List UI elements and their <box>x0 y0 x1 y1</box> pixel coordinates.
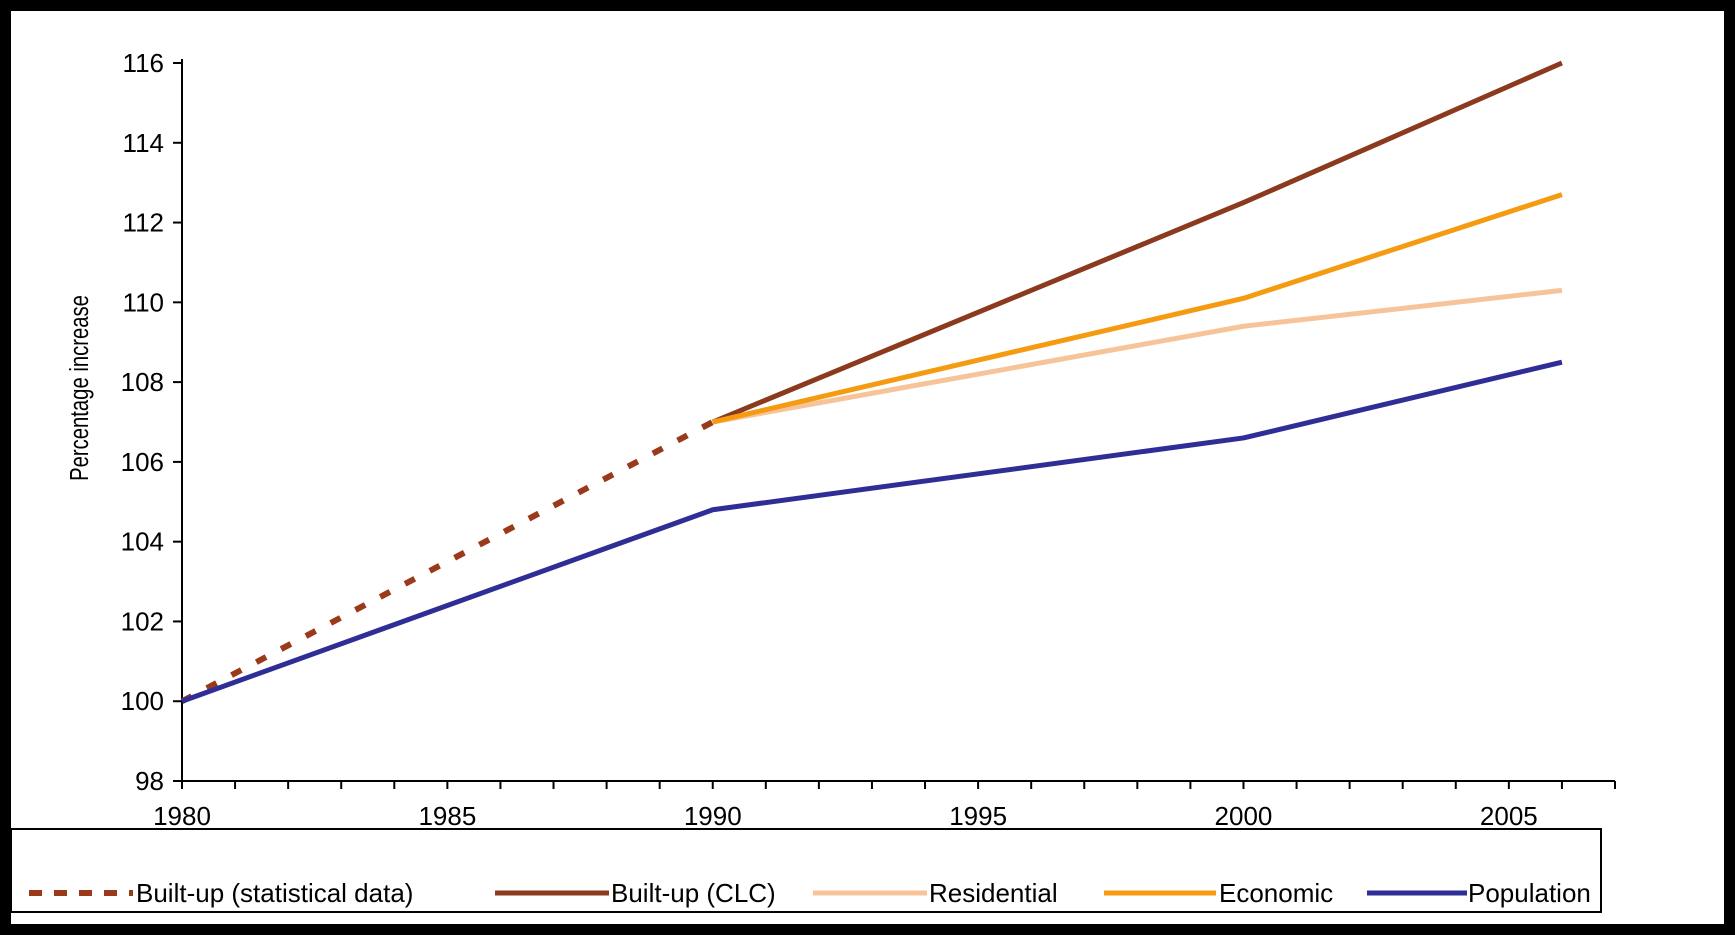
x-tick-label: 1985 <box>418 801 476 831</box>
legend-label: Built-up (statistical data) <box>136 878 413 908</box>
x-tick-label: 1995 <box>949 801 1007 831</box>
y-tick-label: 114 <box>123 128 164 158</box>
y-axis-title: Percentage increase <box>65 295 94 481</box>
y-tick-label: 104 <box>121 527 164 557</box>
y-tick-label: 98 <box>135 766 164 796</box>
chart-frame: 98 100 102 104 106 108 110 112 114 116 1980 1985 19… <box>11 11 1724 924</box>
y-axis: 98 100 102 104 106 108 110 112 114 116 <box>121 48 183 796</box>
y-tick-label: 100 <box>121 686 164 716</box>
x-axis: 1980 1985 1990 1995 2000 2005 <box>153 780 1616 831</box>
x-tick-label: 2000 <box>1215 801 1273 831</box>
legend: Built-up (statistical data) Built-up (CLC… <box>11 828 1602 913</box>
legend-label: Population <box>1468 878 1591 908</box>
y-tick-label: 106 <box>121 447 164 477</box>
y-tick-label: 112 <box>123 208 164 238</box>
legend-label: Residential <box>929 878 1058 908</box>
series-layer <box>180 60 1563 704</box>
y-tick-label: 102 <box>121 606 164 636</box>
x-tick-label: 2005 <box>1480 801 1538 831</box>
y-tick-label: 108 <box>121 367 164 397</box>
legend-box <box>11 828 1602 913</box>
series-line-1 <box>711 60 1563 425</box>
legend-label: Built-up (CLC) <box>611 878 776 908</box>
series-line-0 <box>180 419 715 704</box>
series-line-2 <box>712 287 1563 425</box>
y-tick-label: 110 <box>123 287 164 317</box>
y-tick-label: 116 <box>123 48 164 78</box>
series-line-4 <box>181 359 1563 704</box>
legend-label: Economic <box>1219 878 1333 908</box>
x-tick-label: 1990 <box>684 801 742 831</box>
series-line-3 <box>712 192 1563 425</box>
x-tick-label: 1980 <box>153 801 211 831</box>
